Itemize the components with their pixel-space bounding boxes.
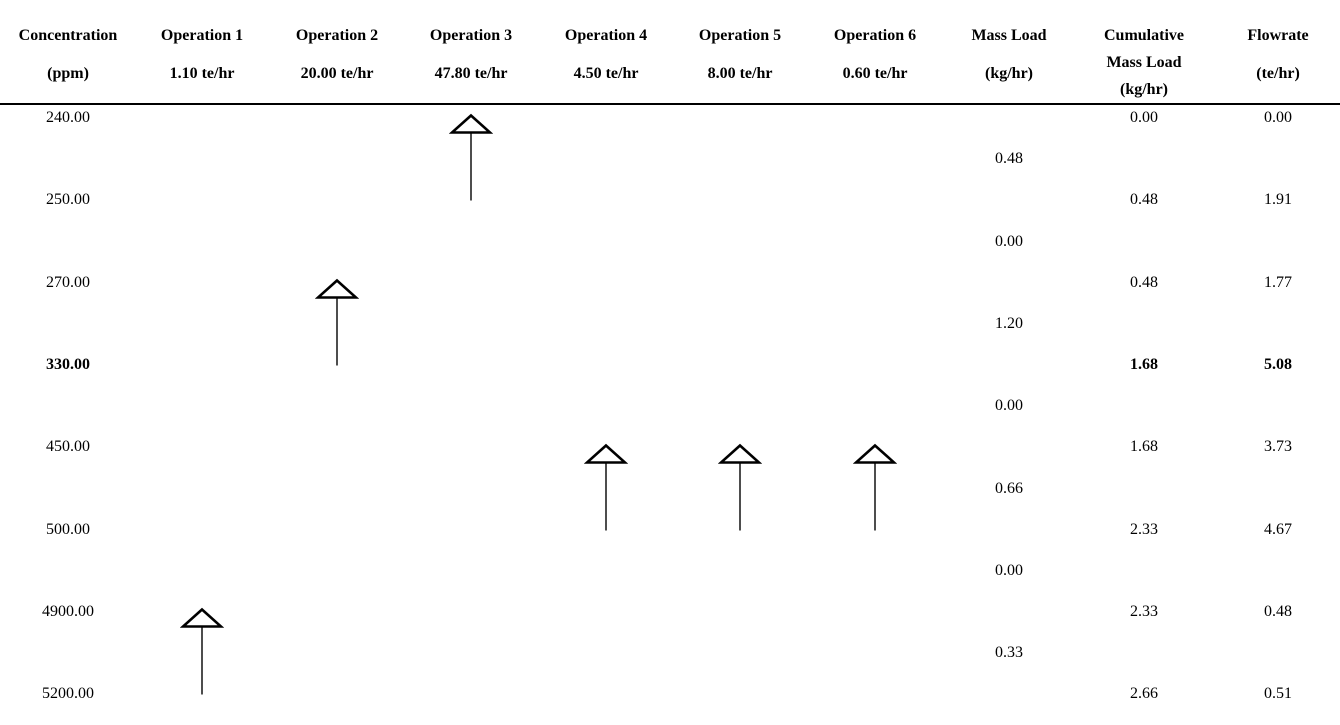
arrow-head-icon [584,443,628,464]
column-header-operation-1: Operation 1 1.10 te/hr [135,0,269,104]
column-title: Operation 4 [564,27,648,44]
cumulative-mass-load-value: 2.33 [1130,521,1158,538]
column-unit: 20.00 te/hr [300,65,374,82]
arrow-head-icon [315,278,359,299]
column-header-operation-6: Operation 6 0.60 te/hr [808,0,942,104]
column-title: Operation 1 [160,27,244,44]
cumulative-mass-load-value: 2.33 [1130,603,1158,620]
column-title-line2: Mass Load [1106,54,1182,71]
flowrate-value: 4.67 [1264,521,1292,538]
interval-mass-load: 1.20 [995,315,1023,332]
cumulative-mass-load-value: 1.68 [1130,438,1158,455]
flowrate-value: 3.73 [1264,438,1292,455]
interval-mass-load: 0.00 [995,397,1023,414]
flowrate-value: 0.51 [1264,685,1292,702]
column-unit: (ppm) [47,65,89,82]
concentration-value: 450.00 [46,438,90,455]
column-title: Flowrate [1247,27,1309,44]
column-unit: 4.50 te/hr [573,65,639,82]
interval-mass-load: 0.66 [995,480,1023,497]
column-title: Mass Load [971,27,1047,44]
concentration-value: 270.00 [46,274,90,291]
flowrate-value: 0.48 [1264,603,1292,620]
column-title: Concentration [18,27,118,44]
column-header-cumulative-mass-load: Cumulative Mass Load (kg/hr) [1077,0,1211,104]
cumulative-mass-load-value: 0.00 [1130,109,1158,126]
arrow-head-icon [853,443,897,464]
arrow-head-icon [449,113,493,134]
column-title: Operation 6 [833,27,917,44]
column-title: Operation 2 [295,27,379,44]
column-unit: 8.00 te/hr [707,65,773,82]
operation-5-arrow [718,443,762,531]
column-title: Operation 5 [698,27,782,44]
concentration-value: 4900.00 [42,603,94,620]
arrow-head-icon [718,443,762,464]
column-header-operation-3: Operation 3 47.80 te/hr [404,0,538,104]
operation-4-arrow [584,443,628,531]
cumulative-mass-load-value: 2.66 [1130,685,1158,702]
cumulative-mass-load-value-pinch: 1.68 [1130,356,1158,373]
column-unit: 0.60 te/hr [842,65,908,82]
interval-mass-load: 0.00 [995,233,1023,250]
column-header-operation-5: Operation 5 8.00 te/hr [673,0,807,104]
flowrate-value-pinch: 5.08 [1264,356,1292,373]
column-unit: (kg/hr) [985,65,1033,82]
concentration-value: 5200.00 [42,685,94,702]
column-header-operation-2: Operation 2 20.00 te/hr [270,0,404,104]
cumulative-mass-load-value: 0.48 [1130,191,1158,208]
interval-mass-load: 0.00 [995,562,1023,579]
flowrate-value: 0.00 [1264,109,1292,126]
arrow-head-icon [180,607,224,628]
operation-2-arrow [315,278,359,366]
flowrate-value: 1.91 [1264,191,1292,208]
column-header-concentration: Concentration (ppm) [1,0,135,104]
concentration-value-pinch: 330.00 [46,356,90,373]
column-unit: (kg/hr) [1120,81,1168,98]
column-unit: 47.80 te/hr [434,65,508,82]
operation-3-arrow [449,113,493,201]
column-unit: 1.10 te/hr [169,65,235,82]
column-header-operation-4: Operation 4 4.50 te/hr [539,0,673,104]
concentration-value: 240.00 [46,109,90,126]
interval-mass-load: 0.33 [995,644,1023,661]
flowrate-value: 1.77 [1264,274,1292,291]
concentration-value: 250.00 [46,191,90,208]
operation-6-arrow [853,443,897,531]
column-header-mass-load: Mass Load (kg/hr) [942,0,1076,104]
column-title: Operation 3 [429,27,513,44]
column-unit: (te/hr) [1256,65,1300,82]
operation-1-arrow [180,607,224,695]
interval-mass-load: 0.48 [995,150,1023,167]
cumulative-mass-load-value: 0.48 [1130,274,1158,291]
header-divider-line [0,103,1340,105]
column-header-flowrate: Flowrate (te/hr) [1211,0,1340,104]
concentration-value: 500.00 [46,521,90,538]
column-title: Cumulative [1104,27,1184,44]
